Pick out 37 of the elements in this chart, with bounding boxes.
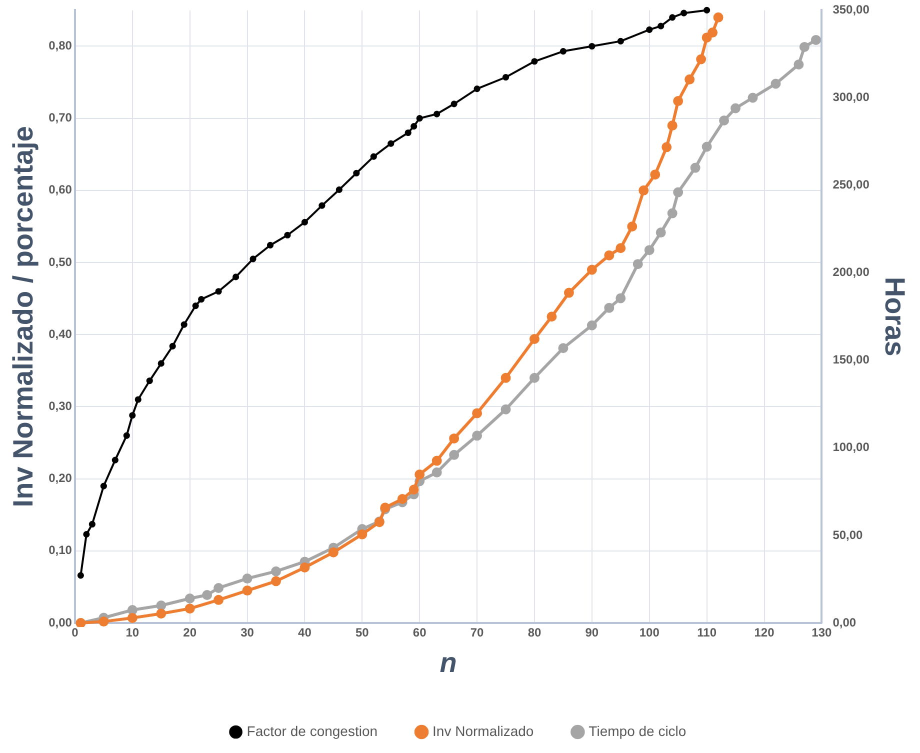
x-axis-title: n xyxy=(440,646,457,678)
y2-tick-label: 50,00 xyxy=(832,528,864,542)
y2-tick-label: 250,00 xyxy=(832,178,870,192)
y-tick-label: 0,70 xyxy=(48,110,72,125)
y2-tick-label: 200,00 xyxy=(832,265,870,280)
y-tick-label: 0,40 xyxy=(48,326,72,341)
x-tick-label: 10 xyxy=(126,626,140,640)
y2-axis-title: Horas xyxy=(879,276,910,356)
y-tick-label: 0,20 xyxy=(48,471,72,486)
y-tick-label: 0,30 xyxy=(48,399,72,414)
y2-tick-label: 100,00 xyxy=(832,440,870,454)
legend-label: Tiempo de ciclo xyxy=(588,722,686,739)
y-tick-label: 0,50 xyxy=(48,254,72,269)
y2-tick-label: 300,00 xyxy=(832,90,870,104)
y2-tick-label: 150,00 xyxy=(832,352,870,367)
x-tick-label: 130 xyxy=(812,626,832,640)
x-tick-label: 120 xyxy=(754,626,775,640)
x-tick-label: 90 xyxy=(585,626,599,640)
y-tick-label: 0,00 xyxy=(48,615,72,630)
y2-tick-label: 0,00 xyxy=(832,615,856,630)
y-tick-label: 0,60 xyxy=(48,182,72,197)
x-tick-label: 70 xyxy=(470,626,484,640)
legend-label: Inv Normalizado xyxy=(432,722,534,739)
y-axis-title: Inv Normalizado / porcentaje xyxy=(8,126,39,508)
y-tick-label: 0,10 xyxy=(48,543,72,558)
y2-tick-label: 350,00 xyxy=(832,2,870,17)
x-tick-label: 110 xyxy=(697,626,717,640)
x-tick-label: 100 xyxy=(639,626,660,640)
x-tick-label: 20 xyxy=(183,626,197,640)
x-tick-label: 40 xyxy=(298,626,312,640)
legend-label: Factor de congestion xyxy=(246,722,378,739)
x-tick-label: 0 xyxy=(72,626,79,640)
y-tick-label: 0,80 xyxy=(48,38,72,53)
x-tick-label: 60 xyxy=(412,626,427,640)
x-tick-label: 80 xyxy=(528,626,542,640)
x-tick-label: 30 xyxy=(240,626,254,640)
x-tick-label: 50 xyxy=(355,626,370,640)
